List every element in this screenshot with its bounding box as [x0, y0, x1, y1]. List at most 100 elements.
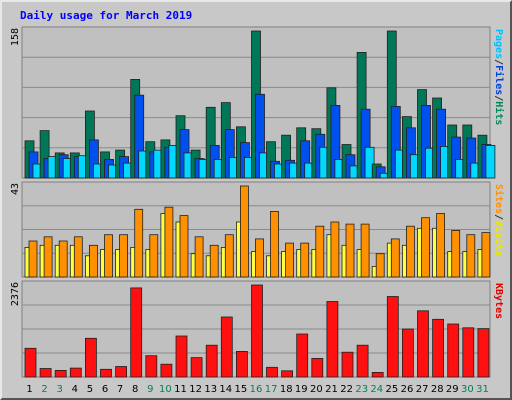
x-tick-label: 6	[102, 384, 108, 395]
x-tick-label: 1	[26, 384, 32, 395]
x-tick-label: 7	[117, 384, 123, 395]
legend-item: /	[493, 59, 504, 65]
bar-kbytes-day-3	[54, 369, 67, 378]
x-tick-label: 26	[401, 384, 414, 395]
x-tick-label: 29	[446, 384, 459, 395]
bar-sites-day-11	[179, 215, 189, 278]
legend-item: KBytes	[493, 283, 504, 319]
x-tick-label: 27	[416, 384, 429, 395]
x-tick-label: 20	[310, 384, 323, 395]
x-tick-label: 16	[250, 384, 263, 395]
bar-sites-day-21	[330, 221, 340, 278]
x-axis-labels: 1 2 3 4 5 6 7 8 9 10 11 12 13 14 15 16 17 18 19 20 21 22 23 24 2…	[26, 384, 489, 395]
bar-kbytes-day-24	[371, 371, 384, 378]
x-tick-label: 9	[147, 384, 153, 395]
bar-kbytes-day-7	[115, 366, 127, 378]
x-tick-label: 19	[295, 384, 308, 395]
x-tick-label: 5	[87, 384, 93, 395]
bar-pages-day-23	[364, 146, 375, 179]
x-tick-label: 24	[370, 384, 383, 395]
bar-sites-day-31	[481, 232, 491, 278]
x-tick-label: 11	[174, 384, 187, 395]
x-tick-label: 10	[159, 384, 172, 395]
bar-kbytes-day-14	[220, 316, 233, 378]
bar-sites-day-8	[134, 208, 144, 278]
bar-kbytes-day-12	[190, 357, 203, 378]
bar-kbytes-day-5	[85, 337, 97, 378]
panel-middle: 43 Sites/Visits	[10, 181, 505, 278]
panel-bottom-max-label: 2376	[10, 282, 21, 306]
bar-kbytes-day-17	[266, 366, 278, 378]
panel-middle-max-label: 43	[10, 183, 21, 195]
bar-kbytes-day-16	[251, 284, 263, 378]
bar-kbytes-day-21	[326, 301, 339, 378]
bar-kbytes-day-25	[386, 296, 399, 378]
bar-sites-day-27	[421, 217, 430, 278]
bar-kbytes-day-27	[417, 310, 429, 378]
legend-item: /	[493, 95, 504, 101]
x-tick-label: 25	[386, 384, 399, 395]
x-tick-label: 15	[235, 384, 248, 395]
bar-sites-day-2	[43, 236, 53, 278]
bar-kbytes-day-19	[296, 333, 309, 378]
bar-kbytes-day-20	[311, 357, 324, 378]
bar-sites-day-7	[119, 234, 128, 278]
x-tick-label: 2	[41, 384, 47, 395]
bar-sites-day-15	[239, 185, 249, 278]
bar-sites-day-14	[224, 234, 234, 278]
bar-sites-day-17	[270, 210, 279, 278]
bar-sites-day-3	[58, 240, 68, 278]
bar-kbytes-day-31	[477, 328, 490, 378]
bar-sites-day-12	[194, 236, 204, 278]
bar-kbytes-day-8	[130, 287, 143, 378]
bar-sites-day-26	[405, 225, 415, 278]
legend-item: Pages	[493, 29, 504, 59]
legend-item: Files	[493, 65, 505, 95]
x-tick-label: 3	[57, 384, 63, 395]
x-tick-label: 22	[340, 384, 353, 395]
x-tick-label: 28	[431, 384, 444, 395]
bar-kbytes-day-15	[235, 350, 248, 378]
x-tick-label: 18	[280, 384, 293, 395]
bar-kbytes-day-11	[175, 335, 188, 378]
bar-sites-day-24	[375, 253, 385, 278]
panel-top-legend: Pages/Files/Hits	[493, 29, 505, 125]
x-tick-label: 12	[189, 384, 202, 395]
bar-sites-day-13	[209, 244, 219, 278]
bar-kbytes-day-30	[462, 327, 475, 378]
bar-sites-day-9	[149, 234, 159, 278]
x-tick-label: 31	[476, 384, 489, 395]
bar-kbytes-day-4	[69, 367, 82, 378]
legend-item: /	[493, 214, 504, 220]
legend-item: Visits	[493, 220, 505, 256]
bar-sites-day-5	[89, 244, 98, 278]
panel-bottom-legend: KBytes	[493, 283, 504, 319]
bar-kbytes-day-1	[24, 347, 37, 378]
x-tick-label: 21	[325, 384, 338, 395]
bar-sites-day-4	[73, 236, 83, 278]
bar-kbytes-day-22	[341, 351, 354, 378]
bar-kbytes-day-6	[100, 368, 112, 378]
x-tick-label: 17	[265, 384, 278, 395]
legend-item: Sites	[493, 184, 505, 214]
x-tick-label: 30	[461, 384, 474, 395]
bar-sites-day-30	[466, 234, 476, 278]
x-tick-label: 23	[355, 384, 368, 395]
bar-kbytes-day-2	[39, 368, 52, 378]
bar-sites-day-18	[285, 242, 295, 278]
bar-kbytes-day-13	[205, 344, 218, 378]
bar-kbytes-day-18	[281, 370, 294, 378]
bar-sites-day-1	[28, 240, 38, 278]
bar-kbytes-day-23	[356, 344, 369, 378]
bar-kbytes-day-29	[447, 323, 460, 378]
bar-sites-day-10	[164, 206, 174, 278]
bar-kbytes-day-10	[160, 363, 173, 378]
x-tick-label: 8	[132, 384, 138, 395]
bar-sites-day-23	[360, 223, 370, 278]
panel-bottom: 2376 KBytes	[10, 280, 504, 378]
bar-sites-day-16	[255, 238, 264, 278]
legend-item: Hits	[493, 101, 505, 125]
chart-title: Daily usage for March 2019	[20, 9, 192, 22]
